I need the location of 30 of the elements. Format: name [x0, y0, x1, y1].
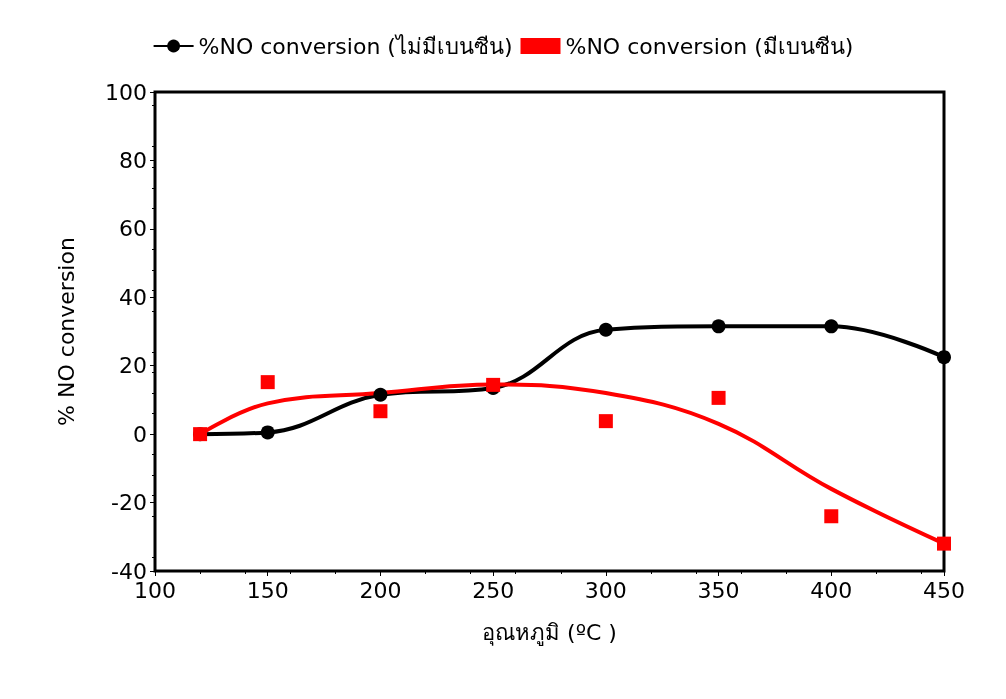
- y-tick-label: 0: [133, 421, 147, 447]
- x-tick-label: 350: [697, 577, 740, 603]
- y-tick-label: -20: [111, 490, 147, 516]
- point: [824, 509, 839, 524]
- point: [260, 425, 275, 440]
- point: [937, 350, 951, 365]
- y-tick-label: 60: [119, 216, 147, 242]
- y-tick-label: 20: [119, 353, 147, 379]
- y-tick-label: 100: [105, 79, 147, 105]
- point: [373, 404, 388, 419]
- legend-label: %NO conversion (มีเบนซีน): [565, 33, 854, 59]
- x-tick-label: 450: [923, 577, 965, 603]
- point: [598, 414, 613, 429]
- x-axis-title: อุณหภูมิ (ºC ): [482, 619, 617, 646]
- point: [711, 390, 726, 405]
- y-axis-title: % NO conversion: [53, 237, 79, 426]
- y-tick-label: 80: [119, 147, 147, 173]
- point: [711, 319, 726, 334]
- x-tick-label: 150: [246, 577, 289, 603]
- x-tick-label: 200: [359, 577, 402, 603]
- point: [937, 536, 951, 551]
- legend-label: %NO conversion (ไม่มีเบนซีน): [198, 33, 513, 59]
- x-tick-label: 300: [584, 577, 627, 603]
- point: [824, 319, 839, 334]
- x-tick-label: 400: [810, 577, 853, 603]
- x-tick-label: 250: [472, 577, 515, 603]
- point: [598, 322, 613, 337]
- y-tick-label: 40: [119, 284, 147, 310]
- point: [260, 375, 275, 390]
- point: [373, 387, 388, 402]
